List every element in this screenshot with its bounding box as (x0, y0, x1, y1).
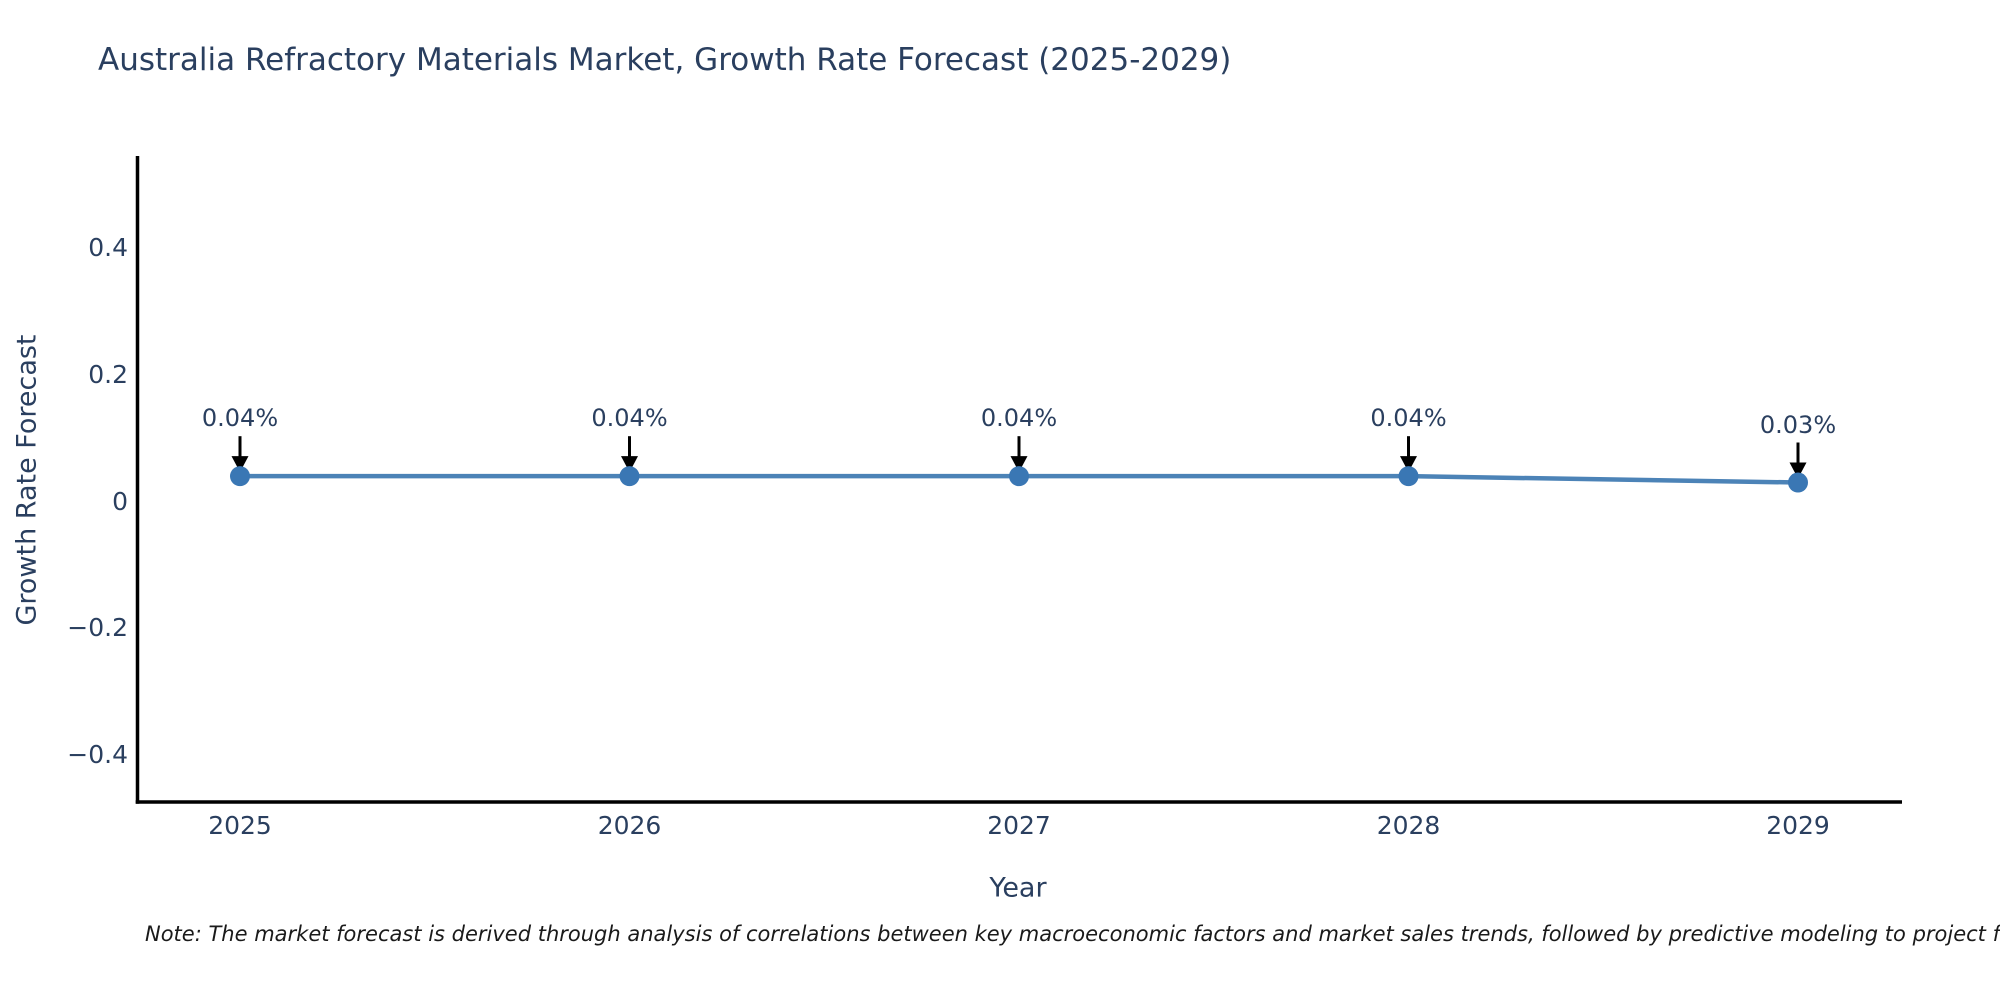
y-tick-label: −0.4 (67, 739, 128, 769)
point-annotation: 0.04% (201, 404, 279, 433)
y-tick-label: 0.4 (88, 233, 128, 263)
point-annotation: 0.04% (591, 404, 668, 433)
annotation-arrowhead (621, 456, 638, 473)
data-point-marker (619, 466, 640, 487)
x-tick-label: 2028 (1376, 811, 1441, 840)
data-point-marker (1788, 472, 1808, 493)
data-point-marker (1009, 466, 1029, 487)
footnote: Note: The market forecast is derived thr… (145, 922, 2000, 946)
data-point-marker (230, 466, 250, 487)
point-annotation: 0.04% (980, 404, 1058, 433)
annotation-arrowhead (1010, 456, 1028, 473)
x-tick-label: 2027 (987, 811, 1051, 840)
annotation-arrowhead (1789, 462, 1807, 479)
annotation-arrowhead (1400, 456, 1417, 473)
x-tick-label: 2029 (1766, 811, 1830, 840)
x-tick-label: 2026 (597, 811, 662, 840)
chart-title: Australia Refractory Materials Market, G… (98, 42, 1232, 78)
x-tick-label: 2025 (208, 811, 272, 840)
y-tick-label: −0.2 (67, 613, 128, 643)
point-annotation: 0.03% (1759, 410, 1837, 439)
y-axis-title: Growth Rate Forecast (11, 334, 43, 626)
data-point-marker (1398, 466, 1419, 487)
y-tick-label: 0.2 (88, 359, 128, 389)
annotation-arrowhead (231, 456, 249, 473)
y-tick-label: 0 (112, 486, 128, 516)
point-annotation: 0.04% (1370, 404, 1447, 433)
x-axis-title: Year (989, 872, 1047, 904)
